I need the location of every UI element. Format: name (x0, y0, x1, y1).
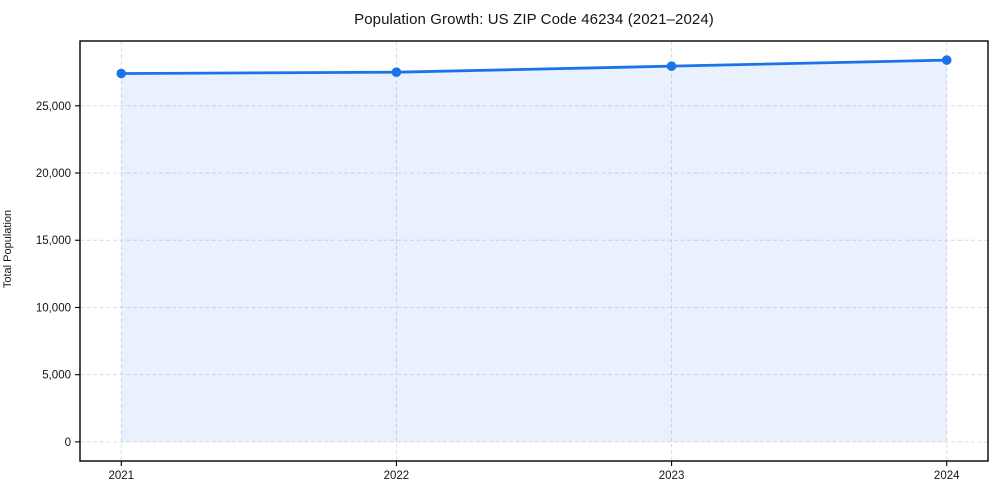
data-point (666, 61, 677, 71)
chart-title: Population Growth: US ZIP Code 46234 (20… (354, 11, 714, 28)
y-tick-label: 10,000 (36, 302, 71, 314)
y-tick-label: 0 (65, 437, 71, 449)
x-tick-label: 2021 (108, 470, 134, 482)
x-tick-label: 2024 (934, 470, 960, 482)
x-tick-label: 2022 (384, 470, 410, 482)
y-tick-label: 15,000 (36, 235, 71, 247)
y-tick-label: 25,000 (36, 101, 71, 113)
y-axis-label: Total Population (2, 209, 14, 289)
data-point (391, 67, 402, 77)
data-point (941, 55, 952, 65)
y-tick-label: 20,000 (36, 168, 71, 180)
area-fill (121, 60, 947, 442)
axes-box (79, 40, 989, 462)
x-tick-label: 2023 (659, 470, 685, 482)
y-tick-label: 5,000 (42, 370, 71, 382)
data-line (119, 58, 949, 75)
data-point (116, 68, 127, 79)
